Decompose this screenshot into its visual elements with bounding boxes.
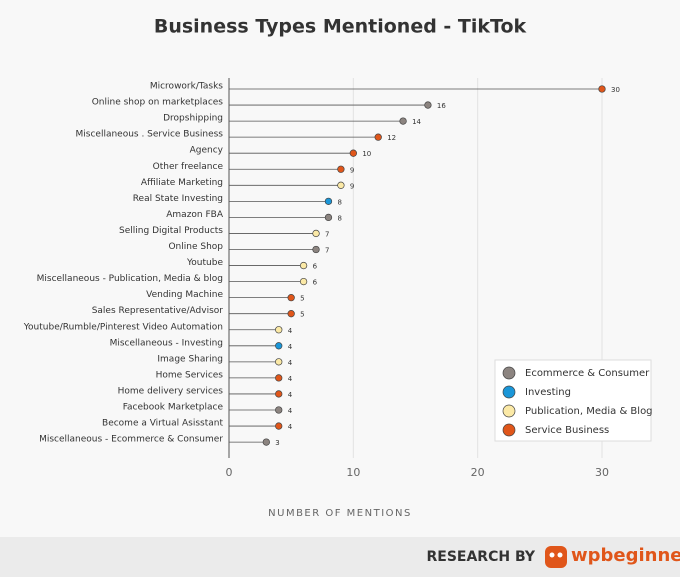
value-label: 16 [437, 102, 446, 110]
dot [337, 165, 345, 173]
legend-label: Ecommerce & Consumer [525, 368, 650, 379]
legend-marker [502, 385, 516, 399]
legend-label: Service Business [525, 425, 609, 436]
y-tick-label: Vending Machine [146, 290, 223, 300]
y-tick-label: Affiliate Marketing [141, 178, 223, 188]
y-tick-label: Sales Representative/Advisor [92, 306, 224, 316]
y-tick-label: Youtube [186, 258, 223, 268]
dot [287, 294, 295, 302]
research-by: RESEARCH BY [426, 549, 535, 565]
dot [337, 181, 345, 189]
brand-logo [545, 546, 567, 568]
dot [275, 342, 283, 350]
value-label: 5 [300, 295, 304, 303]
value-label: 6 [313, 279, 318, 287]
value-label: 30 [611, 86, 620, 94]
value-label: 12 [387, 134, 396, 142]
y-tick-label: Miscellaneous . Service Business [76, 130, 224, 140]
value-label: 4 [288, 327, 293, 335]
logo-eye [557, 552, 563, 558]
dot [262, 438, 270, 446]
y-tick-label: Home Services [156, 370, 224, 380]
dot [299, 277, 308, 286]
y-tick-label: Miscellaneous - Publication, Media & blo… [37, 274, 223, 284]
value-label: 4 [288, 407, 293, 415]
x-tick-label: 10 [346, 466, 360, 479]
value-label: 4 [288, 375, 293, 383]
x-tick-label: 0 [226, 466, 233, 479]
dot [324, 213, 333, 222]
y-tick-label: Amazon FBA [166, 210, 224, 220]
dot [349, 149, 357, 157]
dot [312, 245, 320, 254]
dot [287, 310, 295, 318]
y-tick-label: Agency [190, 146, 224, 156]
value-label: 14 [412, 118, 421, 126]
value-label: 6 [313, 263, 318, 271]
y-tick-label: Other freelance [153, 162, 224, 172]
value-label: 9 [350, 166, 354, 174]
dot [312, 229, 320, 238]
y-tick-label: Facebook Marketplace [123, 403, 224, 413]
legend-box [494, 359, 652, 442]
y-tick-label: Home delivery services [118, 386, 224, 396]
y-tick-label: Microwork/Tasks [150, 82, 223, 92]
value-label: 8 [337, 198, 341, 206]
x-tick-label: 20 [471, 466, 485, 479]
x-axis-title: NUMBER OF MENTIONS [268, 508, 412, 519]
value-label: 5 [300, 311, 304, 319]
value-label: 9 [350, 182, 354, 190]
dot [299, 261, 308, 270]
dot [275, 326, 283, 334]
legend-marker [502, 423, 516, 437]
dot [424, 101, 432, 109]
legend-marker [502, 366, 516, 380]
dot [275, 422, 283, 430]
y-tick-label: Youtube/Rumble/Pinterest Video Automatio… [23, 322, 223, 332]
value-label: 8 [337, 214, 341, 222]
value-label: 3 [275, 439, 279, 447]
dot [324, 197, 333, 206]
y-tick-label: Online shop on marketplaces [92, 98, 224, 108]
dot [399, 117, 407, 125]
x-tick-label: 30 [595, 466, 609, 479]
y-tick-label: Miscellaneous - Investing [110, 338, 223, 348]
logo-eye [549, 552, 555, 558]
dot [275, 374, 283, 382]
value-label: 7 [325, 230, 329, 238]
y-tick-label: Real State Investing [133, 194, 223, 204]
dot [374, 133, 382, 141]
y-tick-label: Online Shop [168, 242, 223, 252]
legend-label: Publication, Media & Blog [525, 406, 653, 417]
value-label: 4 [288, 391, 293, 399]
y-tick-label: Dropshipping [163, 114, 223, 124]
legend-marker [502, 404, 516, 418]
y-tick-label: Selling Digital Products [119, 226, 223, 236]
dot [598, 85, 606, 93]
legend-label: Investing [525, 387, 571, 398]
value-label: 7 [325, 247, 329, 255]
brand-name: wpbeginner [571, 545, 680, 566]
value-label: 4 [288, 359, 293, 367]
y-tick-label: Image Sharing [157, 354, 223, 364]
chart-title: Business Types Mentioned - TikTok [154, 16, 527, 38]
value-label: 4 [288, 343, 293, 351]
dot [275, 358, 283, 366]
value-label: 4 [288, 423, 293, 431]
y-tick-label: Become a Virtual Asisstant [102, 419, 223, 429]
value-label: 10 [362, 150, 371, 158]
dot [275, 390, 283, 398]
dot [275, 406, 283, 414]
y-tick-label: Miscellaneous - Ecommerce & Consumer [39, 435, 223, 445]
